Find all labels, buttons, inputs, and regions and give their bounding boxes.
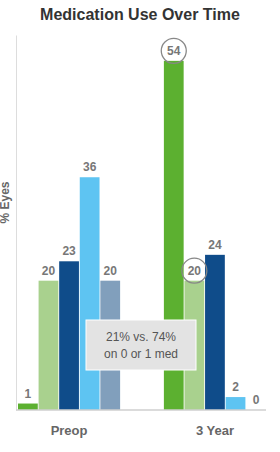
data-label: 0 (253, 393, 260, 407)
x-axis-line (16, 409, 266, 411)
annotation-box (86, 320, 196, 370)
highlight-ring (182, 258, 207, 283)
y-axis-title: % Eyes (0, 181, 12, 223)
data-label: 1 (25, 387, 32, 401)
data-labels: 1 54 20 20 23 24 36 2 20 0 (25, 38, 260, 407)
title: Medication Use Over Time (40, 6, 240, 23)
highlight-ring (161, 38, 186, 63)
bar (18, 404, 38, 410)
annotation-text: on 0 or 1 med (104, 347, 178, 361)
data-label: 36 (83, 160, 97, 174)
x-axis: Preop 3 Year (16, 410, 266, 438)
y-axis (16, 36, 17, 411)
data-label: 24 (208, 238, 222, 252)
annotation-text: 21% vs. 74% (106, 330, 176, 344)
data-label: 20 (104, 264, 118, 278)
data-label: 2 (232, 380, 239, 394)
x-tick-label: 3 Year (196, 423, 234, 438)
data-label: 23 (62, 244, 76, 258)
x-tick: Preop (51, 423, 88, 438)
bar (39, 281, 59, 410)
bar (80, 177, 100, 410)
bars (18, 61, 245, 410)
y-axis-line (16, 36, 17, 411)
data-label: 20 (42, 264, 56, 278)
x-tick-label: Preop (51, 423, 88, 438)
annotation: 21% vs. 74% on 0 or 1 med (86, 320, 196, 370)
data-label: 54 (167, 44, 181, 58)
bar (59, 261, 79, 410)
x-tick: 3 Year (196, 423, 234, 438)
bar (205, 255, 225, 410)
chart: Medication Use Over Time % Eyes Preop 3 Yea… (0, 0, 280, 452)
bar (226, 397, 246, 410)
data-label: 20 (188, 264, 202, 278)
